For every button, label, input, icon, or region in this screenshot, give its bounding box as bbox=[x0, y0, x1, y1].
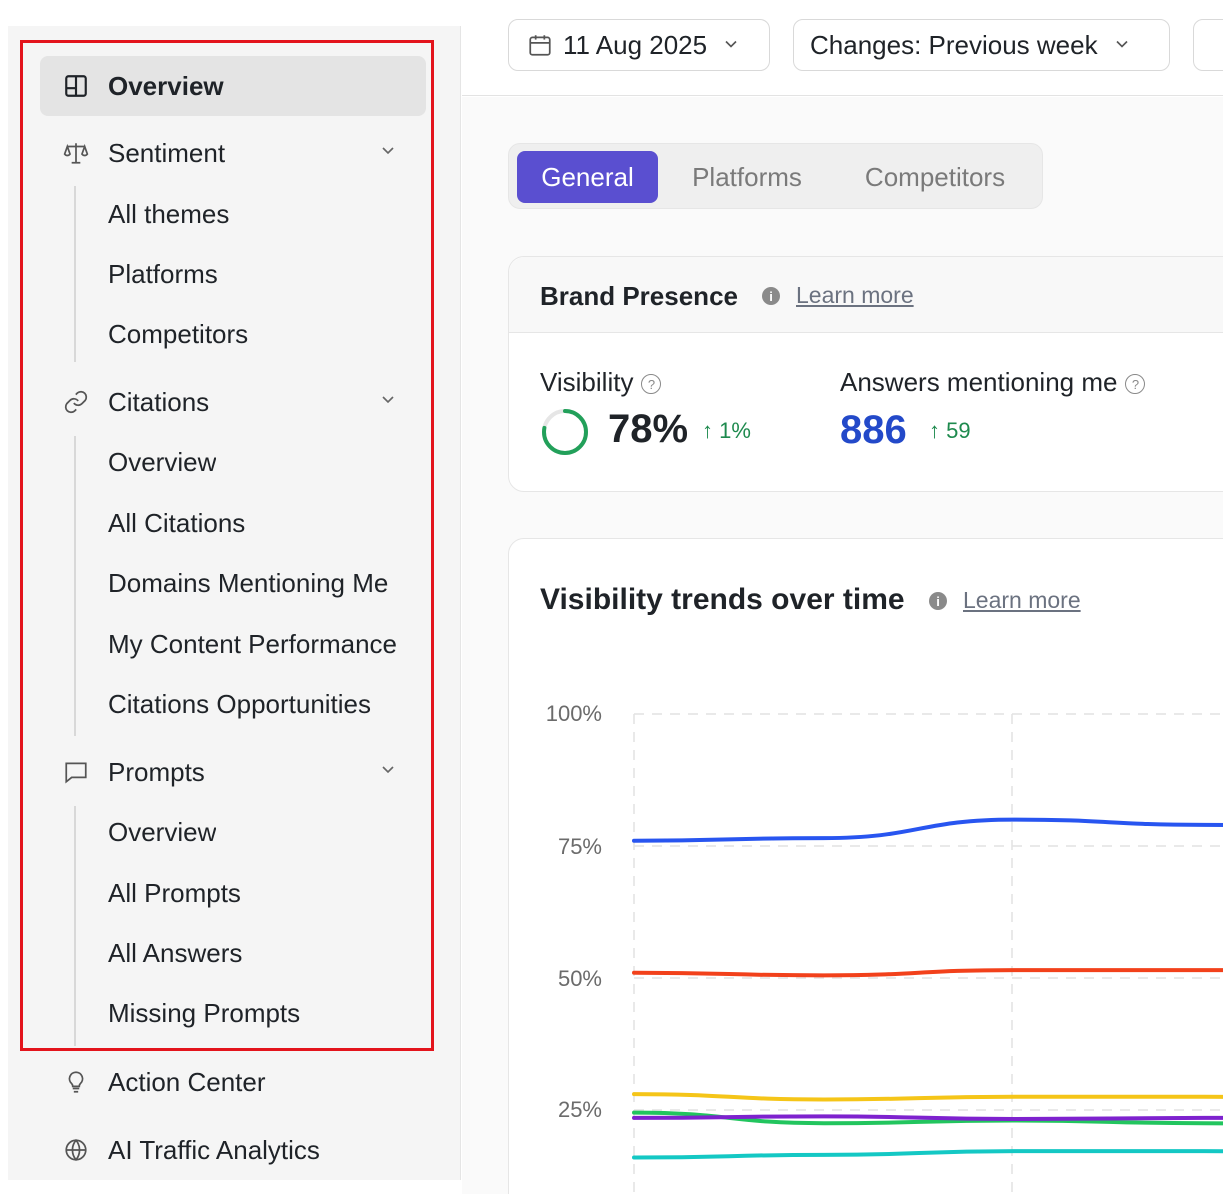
sidebar-subitem-competitors[interactable]: Competitors bbox=[108, 319, 249, 349]
sidebar-subitem-my-content-performance[interactable]: My Content Performance bbox=[108, 629, 398, 659]
sidebar-item-citations[interactable]: Citations bbox=[40, 372, 426, 432]
brand-presence-card: Brand Presence i Learn more Visibility? … bbox=[508, 256, 1223, 492]
globe-icon bbox=[62, 1136, 90, 1164]
lightbulb-icon bbox=[62, 1068, 90, 1096]
series-line-red[interactable] bbox=[632, 968, 1223, 978]
visibility-ring-gauge bbox=[542, 409, 588, 455]
chevron-down-icon bbox=[378, 760, 398, 785]
visibility-delta: ↑ 1% bbox=[702, 418, 751, 444]
calendar-icon bbox=[527, 32, 553, 58]
chevron-down-icon bbox=[378, 390, 398, 415]
series-line-purple[interactable] bbox=[632, 1114, 1223, 1121]
sidebar-subitem-citations-opportunities[interactable]: Citations Opportunities bbox=[108, 689, 372, 719]
link-icon bbox=[62, 388, 90, 416]
answers-delta-value: 59 bbox=[946, 418, 971, 443]
answers-delta: ↑ 59 bbox=[929, 418, 971, 444]
visibility-trends-learn-more-link[interactable]: Learn more bbox=[963, 587, 1081, 613]
changes-dropdown-label: Changes: Previous week bbox=[810, 29, 1098, 60]
sidebar-item-sentiment[interactable]: Sentiment bbox=[40, 123, 426, 183]
brand-presence-title: Brand Presence bbox=[540, 281, 738, 311]
date-picker-button[interactable]: 11 Aug 2025 bbox=[508, 19, 770, 71]
sidebar: Overview Sentiment All themes Platforms … bbox=[8, 26, 461, 1180]
series-line-teal[interactable] bbox=[632, 1149, 1223, 1160]
changes-comparison-dropdown[interactable]: Changes: Previous week bbox=[793, 19, 1170, 71]
series-line-yellow[interactable] bbox=[632, 1092, 1223, 1102]
sidebar-subitem-citations-overview[interactable]: Overview bbox=[108, 447, 217, 477]
series-line-blue[interactable] bbox=[632, 817, 1223, 843]
visibility-metric-label: Visibility? bbox=[540, 367, 662, 398]
info-icon[interactable]: i bbox=[929, 592, 947, 610]
y-tick-25: 25% bbox=[557, 1097, 602, 1122]
sidebar-item-label: Overview bbox=[108, 70, 224, 101]
citations-subtree-line bbox=[74, 436, 76, 736]
chat-bubble-icon bbox=[62, 758, 90, 786]
answers-metric-label: Answers mentioning me? bbox=[840, 367, 1146, 398]
visibility-trends-card: Visibility trends over time i Learn more… bbox=[508, 538, 1223, 1194]
answers-value: 886 bbox=[840, 408, 907, 452]
visibility-trend-chart bbox=[632, 713, 1223, 1194]
y-tick-50: 50% bbox=[557, 966, 602, 991]
brand-presence-learn-more-link[interactable]: Learn more bbox=[796, 282, 914, 308]
sentiment-subtree-line bbox=[74, 186, 76, 362]
visibility-trends-title: Visibility trends over time bbox=[540, 583, 905, 616]
sidebar-subitem-all-citations[interactable]: All Citations bbox=[108, 508, 246, 538]
layout-panel-icon bbox=[62, 72, 90, 100]
sidebar-item-prompts[interactable]: Prompts bbox=[40, 742, 426, 802]
scale-icon bbox=[62, 139, 90, 167]
sidebar-item-label: Prompts bbox=[108, 756, 205, 787]
visibility-delta-value: 1% bbox=[719, 418, 751, 443]
main-content: General Platforms Competitors Brand Pres… bbox=[462, 97, 1223, 1194]
chevron-down-icon bbox=[378, 141, 398, 166]
sidebar-item-label: Sentiment bbox=[108, 137, 226, 168]
extra-filter-button[interactable] bbox=[1193, 19, 1223, 71]
sidebar-subitem-domains-mentioning-me[interactable]: Domains Mentioning Me bbox=[108, 568, 389, 598]
visibility-value: 78% bbox=[608, 407, 689, 451]
answers-label: Answers mentioning me bbox=[840, 367, 1118, 397]
sidebar-item-label: Action Center bbox=[108, 1066, 266, 1097]
help-icon[interactable]: ? bbox=[641, 374, 662, 395]
prompts-subtree-line bbox=[74, 806, 76, 1046]
sidebar-subitem-all-prompts[interactable]: All Prompts bbox=[108, 878, 241, 908]
help-icon[interactable]: ? bbox=[1125, 374, 1146, 395]
visibility-ring-progress bbox=[542, 409, 588, 455]
sidebar-item-overview[interactable]: Overview bbox=[40, 56, 426, 116]
sidebar-item-action-center[interactable]: Action Center bbox=[40, 1052, 426, 1112]
sidebar-subitem-all-themes[interactable]: All themes bbox=[108, 199, 230, 229]
chevron-down-icon bbox=[721, 30, 741, 61]
arrow-up-icon: ↑ bbox=[702, 418, 713, 443]
sidebar-subitem-missing-prompts[interactable]: Missing Prompts bbox=[108, 998, 301, 1028]
tab-general[interactable]: General bbox=[517, 151, 658, 203]
sidebar-item-ai-traffic-analytics[interactable]: AI Traffic Analytics bbox=[40, 1120, 426, 1180]
sidebar-subitem-prompts-overview[interactable]: Overview bbox=[108, 817, 217, 847]
y-tick-75: 75% bbox=[557, 834, 602, 859]
brand-presence-header: Brand Presence i Learn more bbox=[509, 257, 1223, 333]
sidebar-subitem-all-answers[interactable]: All Answers bbox=[108, 938, 243, 968]
sidebar-item-label: Citations bbox=[108, 386, 210, 417]
info-icon[interactable]: i bbox=[762, 287, 780, 305]
arrow-up-icon: ↑ bbox=[929, 418, 940, 443]
topbar: 11 Aug 2025 Changes: Previous week bbox=[462, 0, 1223, 96]
tab-platforms[interactable]: Platforms bbox=[692, 161, 802, 192]
view-tabs: General Platforms Competitors bbox=[508, 143, 1043, 209]
sidebar-item-label: AI Traffic Analytics bbox=[108, 1134, 320, 1165]
date-picker-label: 11 Aug 2025 bbox=[563, 29, 708, 60]
visibility-label: Visibility bbox=[540, 367, 634, 397]
tab-competitors[interactable]: Competitors bbox=[864, 161, 1006, 192]
sidebar-subitem-platforms[interactable]: Platforms bbox=[108, 259, 218, 289]
y-tick-100: 100% bbox=[545, 701, 602, 726]
chevron-down-icon bbox=[1112, 30, 1132, 61]
